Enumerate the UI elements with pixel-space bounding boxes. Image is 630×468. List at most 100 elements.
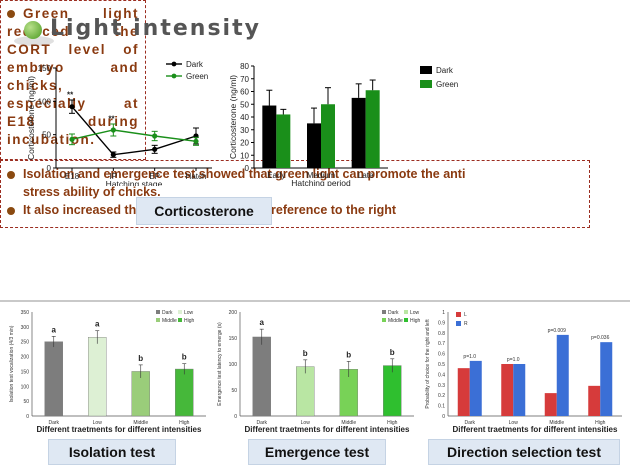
- bar-high: [175, 368, 194, 417]
- x-tick-label: High: [595, 420, 606, 426]
- legend-swatch: [456, 321, 461, 326]
- bar-middle: [131, 371, 150, 417]
- legend-swatch: [156, 318, 160, 322]
- y-tick-label: 150: [38, 64, 52, 73]
- bar-high: [383, 365, 402, 417]
- legend-swatch: [178, 318, 182, 322]
- y-tick-label: 200: [229, 310, 238, 316]
- isolation-bar-chart: 0 50 100 150 200 250 300 350 a Dark a Low b Middle b Hi…: [6, 304, 212, 436]
- cort-bar-chart: 0 10 20 30 40 50 60 70 80 Early Medium Late Hatching…: [228, 56, 464, 186]
- y-tick-label: 0: [234, 414, 237, 420]
- legend-swatch: [456, 312, 461, 317]
- emergence-label: Emergence test: [248, 439, 386, 465]
- y-tick-label: 0.3: [438, 383, 445, 389]
- behavior-text-2: stress ability of chicks.: [23, 185, 161, 199]
- y-tick-label: 0: [47, 164, 52, 173]
- x-axis-label: Hatching stage: [106, 179, 163, 186]
- emergence-bar-chart: 0 50 100 150 200 a Dark b Low b Middle b High Differe…: [214, 304, 420, 436]
- behavior-line-1: Isolation and emergence test showed that…: [7, 165, 583, 183]
- x-tick-label: High: [179, 420, 190, 426]
- p-value-label: p=0.009: [548, 328, 566, 334]
- chart-svg: 0 50 100 150 200 250 300 350 a Dark a Low b Middle b Hi…: [9, 310, 206, 434]
- x-tick-label: Dark: [256, 420, 267, 426]
- legend-label: Green: [436, 80, 458, 89]
- legend-marker: [171, 73, 177, 79]
- significance-label: **: [108, 114, 115, 123]
- x-tick-label: Dark: [464, 420, 475, 426]
- legend-label: Middle: [388, 318, 403, 324]
- bar-green: [365, 90, 380, 168]
- y-tick-label: 50: [42, 131, 51, 140]
- y-tick-label: 50: [231, 388, 237, 394]
- data-point: [69, 136, 75, 142]
- legend-swatch: [178, 310, 182, 314]
- x-tick-label: Low: [509, 420, 519, 426]
- legend-swatch: [382, 310, 386, 314]
- significance-letter: b: [182, 353, 187, 362]
- significance-letter: a: [260, 318, 265, 327]
- p-value-label: p=0.036: [591, 335, 609, 341]
- y-tick-label: 150: [229, 336, 238, 342]
- bar-r: [469, 360, 482, 416]
- data-point: [69, 104, 75, 110]
- legend-label: High: [410, 318, 420, 324]
- bar-low: [88, 337, 107, 417]
- y-tick-label: 40: [240, 113, 249, 122]
- legend-label: Dark: [388, 310, 399, 316]
- bar-r: [600, 342, 613, 416]
- bar-low: [296, 366, 315, 417]
- cort-line-chart: 0 50 100 150 E18 IP EP Hatch Hatching stage Corti…: [26, 56, 226, 186]
- legend-label: R: [464, 321, 468, 327]
- y-tick-label: 0.4: [438, 372, 445, 378]
- data-point: [110, 152, 116, 158]
- title-shadow: [14, 36, 54, 46]
- y-tick-label: 100: [229, 362, 238, 368]
- y-axis-label: Probability of choice for the right and …: [425, 319, 431, 409]
- slide-title: Light intensity: [50, 16, 261, 41]
- x-axis-label: Different traetments for different inten…: [37, 425, 202, 434]
- significance-letter: b: [303, 349, 308, 358]
- y-tick-label: 200: [21, 355, 30, 361]
- p-value-label: p=1.0: [507, 357, 520, 363]
- y-tick-label: 80: [240, 62, 249, 71]
- legend-swatch: [156, 310, 160, 314]
- y-axis-label: Isolation test vocalization (4/3 min): [9, 325, 15, 402]
- x-tick-label: Low: [301, 420, 311, 426]
- y-tick-label: 20: [240, 139, 249, 148]
- bar-r: [556, 334, 569, 416]
- significance-letter: a: [95, 320, 100, 329]
- bar-green: [321, 104, 335, 168]
- x-axis-label: Different traetments for different inten…: [245, 425, 410, 434]
- legend-marker: [171, 61, 177, 67]
- y-tick-label: 0.6: [438, 352, 445, 358]
- bar-dark: [262, 105, 277, 168]
- legend-label: High: [184, 318, 195, 324]
- legend-label: L: [464, 312, 467, 318]
- bullet-icon: [7, 170, 15, 179]
- y-axis-label: Corticosterone (ng/ml): [228, 75, 238, 159]
- y-tick-label: 150: [21, 369, 30, 375]
- legend-label: Middle: [162, 318, 177, 324]
- y-tick-label: 50: [23, 399, 29, 405]
- y-tick-label: 0.1: [438, 404, 445, 410]
- series-line-dark: [71, 106, 197, 156]
- p-value-label: p=1.0: [463, 354, 476, 360]
- y-tick-label: 1: [442, 310, 445, 316]
- bar-l: [544, 393, 557, 416]
- x-tick-label: Dark: [48, 420, 59, 426]
- x-tick-label: Hatch: [186, 172, 207, 181]
- legend-swatch: [420, 66, 432, 74]
- y-tick-label: 0.9: [438, 320, 445, 326]
- y-tick-label: 100: [38, 97, 52, 106]
- bar-green: [276, 114, 291, 168]
- x-tick-label: Middle: [133, 420, 148, 426]
- legend-swatch: [382, 318, 386, 322]
- chart-svg: 050100150200aDarkbLowbMiddlebHighDiffere…: [217, 310, 420, 434]
- direction-bar-chart: 0 0.1 0.2 0.3 0.4 0.5 0.6 0.7 0.8 0.9 1 p=1.0 Dark p=…: [422, 304, 628, 436]
- y-tick-label: 30: [240, 126, 249, 135]
- bar-dark: [252, 336, 271, 417]
- title-bullet-icon: [24, 21, 42, 39]
- legend-label: Low: [410, 310, 420, 316]
- y-tick-label: 350: [21, 310, 30, 316]
- significance-label: **: [67, 90, 74, 99]
